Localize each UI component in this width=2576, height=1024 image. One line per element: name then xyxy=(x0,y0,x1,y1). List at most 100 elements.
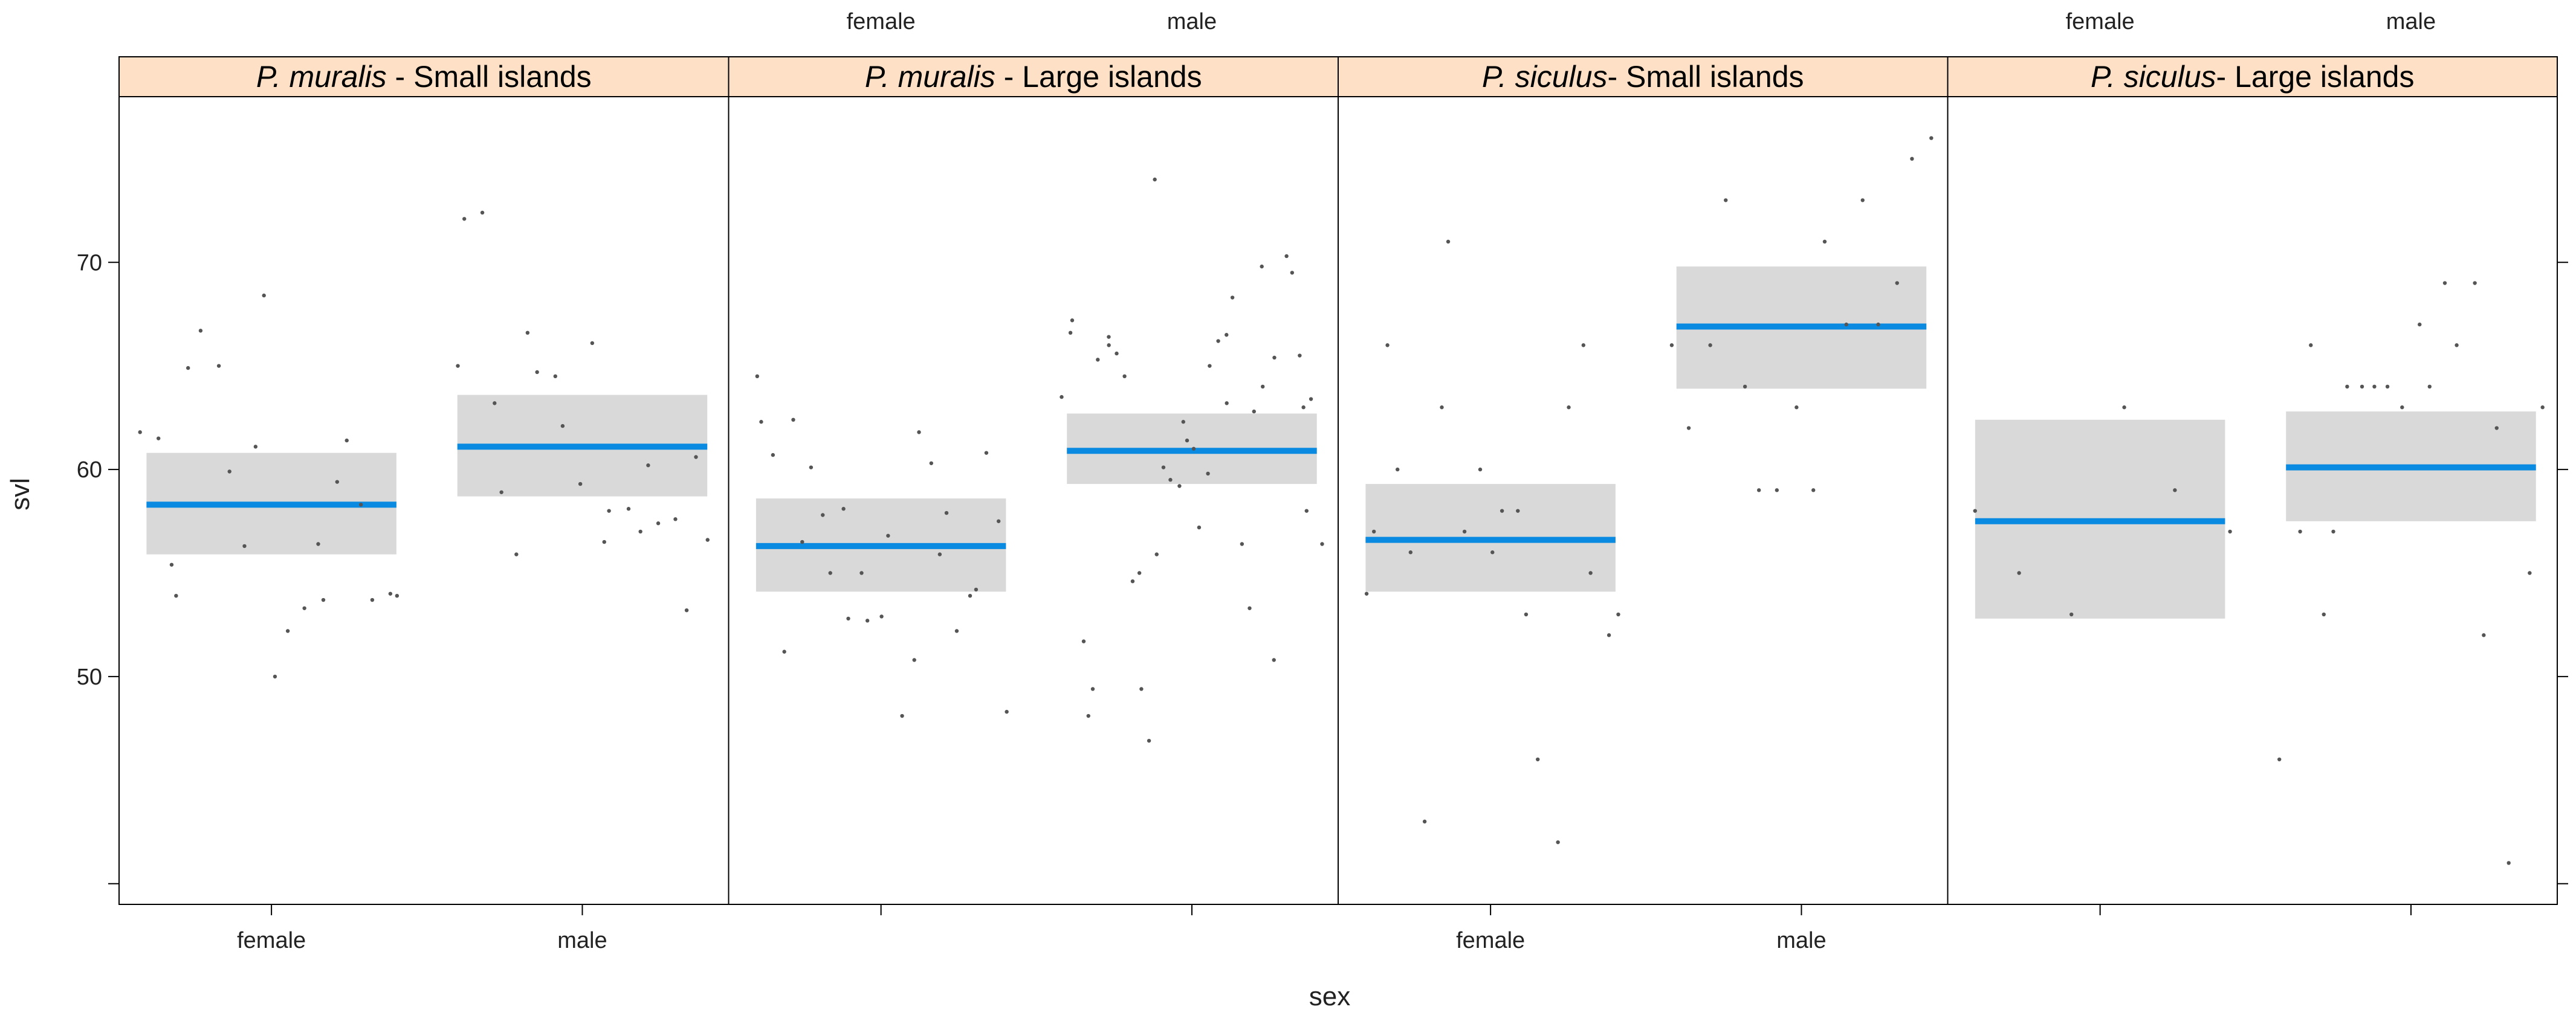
data-point xyxy=(1122,374,1127,379)
data-point xyxy=(1107,343,1111,347)
data-point xyxy=(900,713,904,718)
data-point xyxy=(996,519,1001,523)
data-point xyxy=(1185,438,1189,443)
data-point xyxy=(2298,529,2302,534)
data-point xyxy=(2277,757,2282,762)
data-point xyxy=(285,629,290,633)
data-point xyxy=(198,329,203,333)
data-point xyxy=(1216,339,1220,343)
data-point xyxy=(2442,281,2447,285)
data-point xyxy=(886,533,890,538)
x-tick-label: female xyxy=(1456,928,1525,953)
x-tick-label: female xyxy=(237,928,306,953)
data-point xyxy=(1669,343,1674,347)
data-point xyxy=(1177,484,1182,488)
data-point xyxy=(673,517,678,521)
data-point xyxy=(1567,405,1571,410)
data-point xyxy=(626,507,631,511)
x-tick-label: male xyxy=(1167,9,1217,34)
data-point xyxy=(1068,330,1073,335)
panel-strip-label: P. muralis - Small islands xyxy=(256,60,592,94)
data-point xyxy=(937,552,942,556)
data-point xyxy=(253,445,258,449)
data-point xyxy=(1794,405,1799,410)
data-point xyxy=(480,210,485,215)
data-point xyxy=(1301,405,1306,410)
data-point xyxy=(1240,542,1244,546)
data-point xyxy=(358,503,363,507)
y-tick-label: 50 xyxy=(77,665,102,690)
data-point xyxy=(2528,571,2532,575)
data-point xyxy=(2482,633,2486,637)
data-point xyxy=(1230,295,1235,300)
data-point xyxy=(462,217,467,221)
data-point xyxy=(493,401,497,405)
panel-frame xyxy=(1947,96,2558,905)
data-point xyxy=(809,465,814,469)
data-point xyxy=(1272,355,1277,360)
panel-strip-label: P. muralis - Large islands xyxy=(865,60,1202,94)
data-point xyxy=(1556,840,1560,845)
data-point xyxy=(755,374,759,379)
data-point xyxy=(216,364,221,368)
data-point xyxy=(607,509,611,513)
x-tick-label: male xyxy=(2386,9,2436,34)
data-point xyxy=(646,463,650,468)
data-point xyxy=(1607,633,1611,637)
data-point xyxy=(1422,819,1427,824)
data-point xyxy=(1860,198,1865,202)
x-tick-label: female xyxy=(847,9,916,34)
data-point xyxy=(2400,405,2404,410)
data-point xyxy=(262,293,266,298)
data-point xyxy=(1139,687,1144,691)
data-point xyxy=(1708,343,1712,347)
data-point xyxy=(156,436,161,440)
data-point xyxy=(821,513,825,517)
data-point xyxy=(2385,384,2390,389)
data-point xyxy=(1756,488,1761,492)
x-tick-label: male xyxy=(557,928,607,953)
x-axis-title: sex xyxy=(1309,982,1350,1011)
data-point xyxy=(1130,579,1135,584)
data-point xyxy=(2322,612,2326,617)
data-point xyxy=(2228,529,2232,534)
data-point xyxy=(1208,364,1212,368)
panel-strip-label: P. siculus- Small islands xyxy=(1482,60,1804,94)
data-point xyxy=(2173,488,2177,492)
data-point xyxy=(395,593,400,598)
data-point xyxy=(984,451,989,455)
data-point xyxy=(2331,529,2335,534)
data-point xyxy=(1260,264,1264,269)
data-point xyxy=(1181,420,1185,424)
data-point xyxy=(1060,394,1064,399)
data-point xyxy=(1284,254,1289,259)
data-point xyxy=(174,593,178,598)
y-tick-label: 70 xyxy=(77,250,102,275)
data-point xyxy=(694,455,698,459)
x-tick-label: female xyxy=(2066,9,2135,34)
data-point xyxy=(1929,136,1934,140)
data-point xyxy=(1490,550,1495,555)
data-point xyxy=(1090,687,1095,691)
data-point xyxy=(1086,713,1090,718)
data-point xyxy=(1154,552,1159,556)
data-point xyxy=(456,364,460,368)
data-point xyxy=(1616,612,1620,617)
y-tick-label: 60 xyxy=(77,457,102,483)
data-point xyxy=(186,365,190,370)
data-point xyxy=(1775,488,1779,492)
data-point xyxy=(638,529,642,534)
data-point xyxy=(1206,471,1210,476)
data-point xyxy=(1147,738,1151,743)
data-point xyxy=(929,461,934,465)
data-point xyxy=(1081,639,1086,643)
x-tick-label: male xyxy=(1776,928,1826,953)
data-point xyxy=(954,629,959,633)
data-point xyxy=(525,330,530,335)
data-point xyxy=(944,510,949,515)
data-point xyxy=(1478,467,1483,472)
data-point xyxy=(1408,550,1413,555)
data-point xyxy=(684,608,689,613)
data-point xyxy=(273,674,277,679)
